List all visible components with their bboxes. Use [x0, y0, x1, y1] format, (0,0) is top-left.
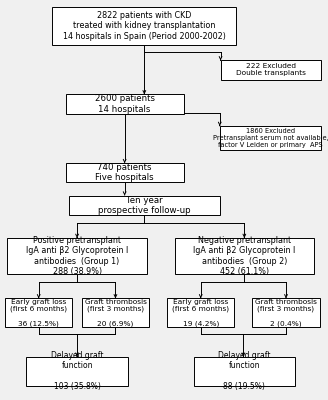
Text: 740 patients
Five hospitals: 740 patients Five hospitals [95, 163, 154, 182]
Text: Early graft loss
(first 6 months)

19 (4.2%): Early graft loss (first 6 months) 19 (4.… [172, 299, 229, 327]
FancyBboxPatch shape [220, 60, 321, 80]
FancyBboxPatch shape [5, 298, 72, 327]
Text: Ten year
prospective follow-up: Ten year prospective follow-up [98, 196, 191, 215]
Text: Negative pretransplant
IgA anti β2 Glycoprotein I
antibodies  (Group 2)
452 (61.: Negative pretransplant IgA anti β2 Glyco… [193, 236, 296, 276]
FancyBboxPatch shape [167, 298, 234, 327]
Text: 2822 patients with CKD
treated with kidney transplantation
14 hospitals in Spain: 2822 patients with CKD treated with kidn… [63, 11, 226, 41]
FancyBboxPatch shape [174, 238, 314, 274]
FancyBboxPatch shape [7, 238, 147, 274]
FancyBboxPatch shape [52, 7, 236, 45]
Text: 1860 Excluded
Pretransplant serum not available,
factor V Leiden or primary  APS: 1860 Excluded Pretransplant serum not av… [213, 128, 328, 148]
FancyBboxPatch shape [253, 298, 319, 327]
Text: Graft thrombosis
(first 3 months)

20 (6.9%): Graft thrombosis (first 3 months) 20 (6.… [85, 299, 146, 327]
Text: 2600 patients
14 hospitals: 2600 patients 14 hospitals [95, 94, 154, 114]
Text: Positive pretransplant
IgA anti β2 Glycoprotein I
antibodies  (Group 1)
288 (38.: Positive pretransplant IgA anti β2 Glyco… [26, 236, 128, 276]
FancyBboxPatch shape [69, 196, 220, 215]
Text: Delayed graft
function

88 (19.5%): Delayed graft function 88 (19.5%) [218, 351, 271, 391]
FancyBboxPatch shape [26, 357, 128, 386]
FancyBboxPatch shape [220, 126, 321, 150]
Text: Delayed graft
function

103 (35.8%): Delayed graft function 103 (35.8%) [51, 351, 103, 391]
FancyBboxPatch shape [66, 163, 184, 182]
Text: Early graft loss
(first 6 months)

36 (12.5%): Early graft loss (first 6 months) 36 (12… [10, 299, 67, 327]
Text: Graft thrombosis
(first 3 months)

2 (0.4%): Graft thrombosis (first 3 months) 2 (0.4… [255, 299, 317, 327]
Text: 222 Excluded
Double transplants: 222 Excluded Double transplants [236, 64, 306, 76]
FancyBboxPatch shape [82, 298, 149, 327]
FancyBboxPatch shape [194, 357, 295, 386]
FancyBboxPatch shape [66, 94, 184, 114]
